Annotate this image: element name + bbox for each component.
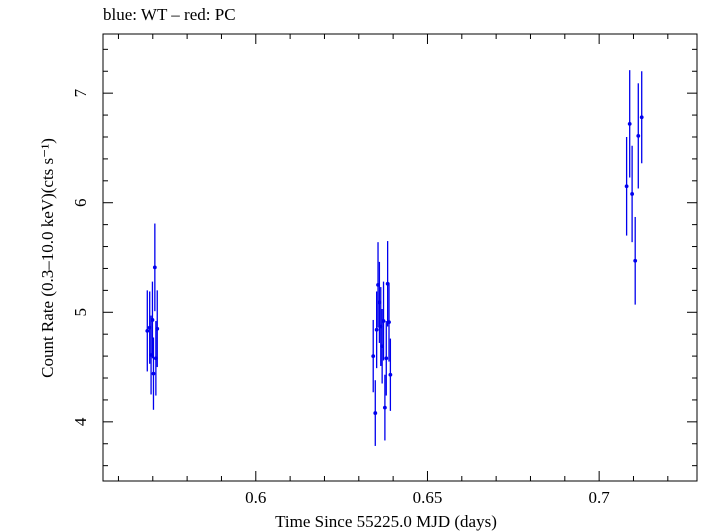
data-point xyxy=(150,318,155,322)
data-points xyxy=(145,70,644,446)
plot-frame xyxy=(102,33,698,482)
x-tick-label: 0.7 xyxy=(589,488,611,507)
tick-labels: 0.6 0.65 0.7 4 5 6 7 xyxy=(71,88,610,507)
data-point xyxy=(388,372,393,377)
y-tick-label: 6 xyxy=(71,198,90,207)
data-point xyxy=(381,319,386,323)
data-point xyxy=(624,184,629,189)
data-point xyxy=(152,265,157,270)
data-point xyxy=(633,258,638,263)
data-point xyxy=(627,121,632,126)
data-point xyxy=(145,329,150,333)
axis-ticks xyxy=(103,34,697,481)
data-point xyxy=(155,326,160,331)
data-point xyxy=(371,354,376,359)
y-tick-label: 5 xyxy=(71,308,90,317)
data-point xyxy=(636,133,641,138)
data-point xyxy=(387,320,391,325)
data-point xyxy=(384,356,389,361)
data-point xyxy=(382,405,387,410)
data-point xyxy=(639,115,644,120)
data-point xyxy=(630,192,635,196)
x-tick-label: 0.6 xyxy=(245,488,266,507)
data-point xyxy=(374,327,379,332)
x-axis-title: Time Since 55225.0 MJD (days) xyxy=(275,512,497,531)
y-axis-title: Count Rate (0.3–10.0 keV)(cts s⁻¹) xyxy=(38,138,57,378)
data-point xyxy=(151,371,156,376)
y-tick-label: 4 xyxy=(71,417,90,426)
data-point xyxy=(373,411,378,415)
chart-title: blue: WT – red: PC xyxy=(103,5,236,24)
y-tick-label: 7 xyxy=(71,88,90,97)
x-tick-label: 0.65 xyxy=(413,488,443,507)
